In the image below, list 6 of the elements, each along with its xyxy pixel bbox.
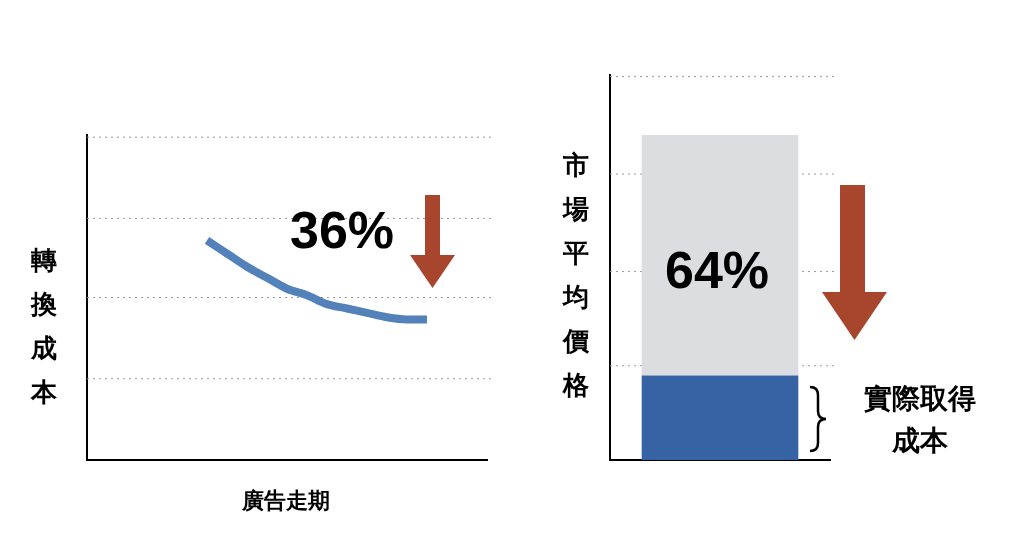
annotation: 36% xyxy=(290,200,395,260)
x-axis-title: 廣告走期 xyxy=(241,487,331,515)
annotation: 64% xyxy=(665,240,770,300)
y-axis-title: 轉換成本 xyxy=(29,245,58,409)
y-axis-title: 市場平均價格 xyxy=(561,150,590,402)
text: 實際取得成本 xyxy=(863,381,977,459)
